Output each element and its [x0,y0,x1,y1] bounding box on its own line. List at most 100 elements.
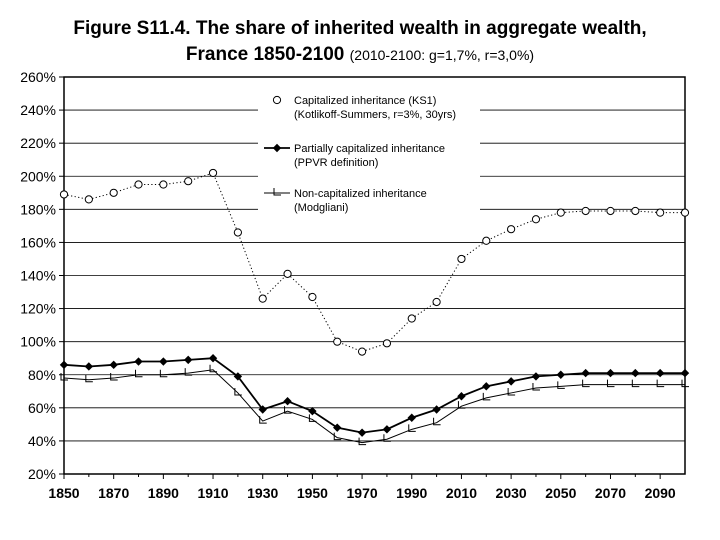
x-tick-label: 1950 [297,485,328,501]
x-tick-label: 2010 [446,485,477,501]
legend: Capitalized inheritance (KS1) (Kotlikoff-… [258,82,480,232]
marker-diamond [631,368,640,378]
marker-diamond [506,377,516,386]
marker-circle [357,347,367,356]
marker-diamond [159,357,168,366]
marker-l [681,379,689,388]
marker-l [209,364,218,373]
marker-l [85,374,93,383]
marker-diamond [581,368,590,378]
series-line [63,369,685,444]
series-group [59,168,690,446]
legend-box [258,82,480,232]
marker-diamond [308,406,317,416]
series-line [63,357,685,434]
marker-l [482,392,491,401]
marker-circle [333,337,342,346]
x-tick-label: 1850 [48,485,79,501]
marker-diamond [382,425,392,434]
marker-circle [208,168,218,178]
marker-diamond [407,413,416,422]
marker-circle [482,236,491,245]
chart-subtitle-main: France 1850-2100 [185,44,345,65]
marker-circle [531,215,541,224]
marker-circle [606,206,615,216]
marker-circle [656,208,665,217]
marker-diamond [333,423,342,432]
marker-circle [556,208,565,217]
marker-l [383,434,391,442]
x-tick-label: 1890 [148,485,179,501]
y-tick-label: 260% [20,69,56,85]
marker-diamond [457,392,466,401]
x-tick-label: 1970 [347,485,378,501]
marker-diamond [184,355,193,365]
marker-l [159,369,168,378]
y-tick-label: 100% [20,334,56,350]
marker-l [656,379,665,388]
marker-l [308,414,317,422]
marker-l [557,381,565,389]
x-tick-label: 2090 [645,485,676,501]
legend-label: Capitalized inheritance (KS1) [294,95,436,107]
marker-diamond [208,354,218,363]
y-tick-label: 120% [20,301,56,317]
chart-title: Figure S11.4. The share of inherited wea… [73,18,647,39]
marker-l [60,373,68,381]
y-tick-label: 220% [20,135,56,151]
marker-l [135,369,143,378]
marker-circle [457,254,466,264]
x-tick-label: 2050 [545,485,576,501]
marker-l [507,387,516,396]
marker-diamond [482,382,491,391]
series-diamond [59,354,690,437]
chart-subtitle-note: (2010-2100: g=1,7%, r=3,0%) [349,47,535,63]
marker-l [358,437,367,446]
marker-circle [84,195,93,204]
marker-circle [258,294,267,303]
y-tick-label: 200% [20,168,56,184]
marker-l [333,432,342,441]
series-circle [59,168,690,356]
marker-diamond [283,397,292,406]
marker-l [631,379,640,388]
marker-l [273,188,281,196]
marker-diamond [272,143,282,153]
legend-label: Partially capitalized inheritance [294,143,445,155]
legend-label-detail: (Kotlikoff-Summers, r=3%, 30yrs) [294,109,456,121]
marker-l [284,406,292,414]
x-tick-label: 1910 [197,485,228,501]
marker-diamond [556,370,565,379]
x-tick-label: 2070 [595,485,626,501]
y-tick-label: 240% [20,102,56,118]
x-axis: 1850 1870 1890 1910 1930 1950 1970 1990 2010 2030… [48,474,676,501]
marker-l [184,368,193,376]
marker-diamond [606,368,615,378]
marker-circle [283,269,292,278]
legend-label-detail: (Modgliani) [294,202,348,214]
marker-l [110,373,118,381]
marker-diamond [59,360,69,370]
marker-diamond [134,357,143,366]
chart-subtitle: France 1850-2100 (2010-2100: g=1,7%, r=3… [0,44,720,66]
marker-circle [432,297,441,307]
marker-circle [507,225,516,234]
marker-diamond [680,368,690,378]
x-tick-label: 1930 [247,485,278,501]
marker-diamond [531,372,541,381]
y-tick-label: 40% [28,433,56,449]
marker-circle [109,188,118,197]
marker-circle [272,95,282,105]
series-L [60,364,689,446]
marker-l [234,387,242,396]
marker-circle [308,292,317,302]
marker-circle [134,180,143,189]
legend-label: Non-capitalized inheritance [294,188,427,200]
y-tick-label: 140% [20,268,56,284]
marker-l [532,382,540,391]
marker-diamond [432,405,441,414]
x-tick-label: 1870 [98,485,129,501]
legend-label-detail: (PPVR definition) [294,157,378,169]
marker-circle [59,190,69,199]
